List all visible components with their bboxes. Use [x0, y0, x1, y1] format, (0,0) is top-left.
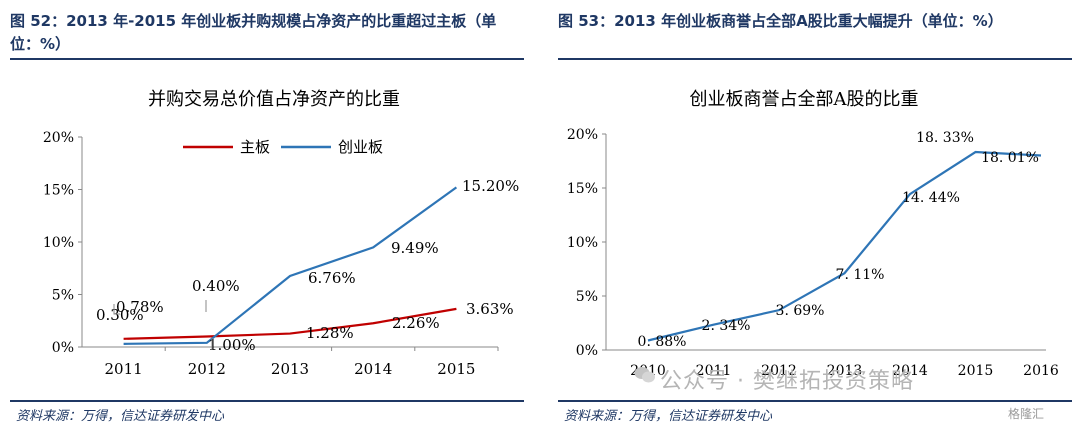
left-y-tick-label: 20%: [43, 130, 74, 146]
left-x-tick-label: 2015: [437, 360, 475, 378]
left-data-label-gem: 6.76%: [308, 269, 356, 287]
left-legend-label: 创业板: [338, 138, 383, 156]
right-bottom-rule: [558, 400, 1072, 402]
left-source-note: 资料来源：万得，信达证券研发中心: [16, 409, 225, 424]
right-x-tick-label: 2012: [761, 363, 797, 379]
left-series-line-gem: [123, 186, 458, 345]
right-y-tick-label: 5%: [576, 289, 598, 305]
right-data-label: 2. 34%: [702, 318, 751, 334]
left-figure-caption: 图 52：2013 年-2015 年创业板并购规模占净资产的比重超过主板（单位：…: [10, 12, 497, 53]
left-series-line-main-board: [123, 307, 457, 340]
watermark-text: 公众号 · 樊继拓投资策略: [660, 369, 914, 394]
left-data-label-gem: 0.40%: [192, 277, 240, 295]
left-bottom-rule: [10, 400, 524, 402]
left-y-tick-label: 10%: [43, 235, 74, 251]
right-y-tick-label: 10%: [567, 235, 598, 251]
left-data-label-main: 1.28%: [306, 324, 354, 342]
right-data-label: 7. 11%: [836, 267, 885, 283]
right-x-tick-label: 2016: [1023, 363, 1059, 379]
right-x-tick-label: 2014: [892, 363, 928, 379]
left-legend-label: 主板: [240, 138, 270, 156]
left-y-tick-label: 15%: [43, 183, 74, 199]
right-data-label: 18. 33%: [916, 130, 974, 146]
right-figure-panel: 图 53：2013 年创业板商誉占全部A股比重大幅提升（单位：%） 创业板商誉占…: [548, 0, 1078, 429]
right-y-tick-label: 15%: [567, 181, 598, 197]
wechat-icon: [634, 367, 655, 383]
left-data-label-main: 0.78%: [116, 298, 164, 316]
left-x-tick-label: 2011: [105, 360, 143, 378]
left-leader-line: [113, 304, 120, 315]
right-source-note: 资料来源：万得，信达证券研发中心: [564, 409, 773, 424]
left-y-tick-label: 5%: [52, 288, 74, 304]
brand-watermark: 格隆汇: [1008, 407, 1045, 421]
left-x-tick-label: 2013: [271, 360, 309, 378]
right-data-label: 3. 69%: [776, 303, 825, 319]
right-x-tick-label: 2013: [827, 363, 863, 379]
left-chart-title: 并购交易总价值占净资产的比重: [148, 89, 400, 110]
right-figure-caption: 图 53：2013 年创业板商誉占全部A股比重大幅提升（单位：%）: [558, 12, 1003, 30]
left-top-rule: [10, 58, 524, 60]
left-y-tick-label: 0%: [52, 340, 74, 356]
left-line-chart: 并购交易总价值占净资产的比重 0% 5% 10% 15% 20% 2011 2012 2013 2…: [43, 89, 519, 378]
right-data-label: 18. 01%: [981, 150, 1039, 166]
right-series-line: [647, 150, 1042, 342]
right-line-chart: 创业板商誉占全部A股的比重0%5%10%15%20%20102011201220…: [567, 89, 1059, 379]
left-x-tick-label: 2012: [188, 360, 226, 378]
left-data-label-main: 1.00%: [208, 336, 256, 354]
right-data-label: 0. 88%: [638, 334, 687, 350]
right-data-label: 14. 44%: [902, 190, 960, 206]
right-top-rule: [558, 58, 1072, 60]
left-data-label-gem: 0.30%: [96, 306, 144, 324]
right-y-tick-label: 20%: [567, 127, 598, 143]
right-x-tick-label: 2011: [696, 363, 732, 379]
right-y-tick-label: 0%: [576, 343, 598, 359]
right-chart-title: 创业板商誉占全部A股的比重: [690, 89, 919, 110]
left-data-label-gem: 9.49%: [391, 239, 439, 257]
left-x-tick-label: 2014: [354, 360, 392, 378]
left-data-label-main: 2.26%: [392, 314, 440, 332]
right-x-tick-label: 2015: [958, 363, 994, 379]
left-figure-panel: 图 52：2013 年-2015 年创业板并购规模占净资产的比重超过主板（单位：…: [0, 0, 530, 429]
left-data-label-main: 3.63%: [466, 300, 514, 318]
left-data-label-gem: 15.20%: [462, 177, 519, 195]
